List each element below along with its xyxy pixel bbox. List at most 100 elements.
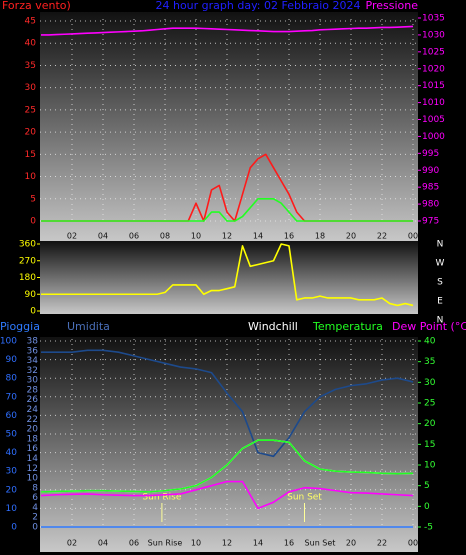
y3-tick-label: 14 xyxy=(27,454,39,464)
y3-tick-label: 32 xyxy=(27,366,38,376)
y3-tick-label: 28 xyxy=(27,385,39,395)
y-tick-label: 45 xyxy=(25,17,36,27)
y-tick-label: 180 xyxy=(19,273,36,283)
y2-tick-label: -5 xyxy=(424,523,433,533)
y2-tick-label: 1005 xyxy=(422,115,445,125)
y-tick-label: 70 xyxy=(6,392,18,402)
x-tick-label: 02 xyxy=(67,232,77,241)
series-line xyxy=(41,243,414,307)
x-tick-label: 22 xyxy=(377,232,387,241)
x-tick-label: 12 xyxy=(222,539,232,548)
x-tick-label: 04 xyxy=(98,539,108,548)
x-tick-label: Sun Rise xyxy=(148,539,183,548)
x-tick-label: 16 xyxy=(284,539,294,548)
legend-humidity: Umidita xyxy=(67,320,110,333)
series-line xyxy=(40,480,414,510)
y-tick-label: 20 xyxy=(25,128,37,138)
compass-label: N xyxy=(437,240,444,250)
series-line xyxy=(41,25,414,36)
y3-tick-label: 12 xyxy=(27,464,38,474)
panel-wind-bg xyxy=(40,12,418,242)
y-tick-label: 20 xyxy=(6,485,18,495)
x-tick-label: 00 xyxy=(408,539,418,548)
y3-tick-label: 6 xyxy=(32,493,38,503)
y2-tick-label: 35 xyxy=(424,357,435,367)
y-tick-label: 25 xyxy=(25,105,36,115)
y3-tick-label: 2 xyxy=(32,513,38,523)
series-line xyxy=(41,349,414,458)
legend-rain: Pioggia xyxy=(0,320,40,333)
y2-tick-label: 30 xyxy=(424,378,436,388)
x-tick-label: 02 xyxy=(67,539,77,548)
y3-tick-label: 38 xyxy=(27,337,39,347)
y3-tick-label: 8 xyxy=(32,483,38,493)
series-line xyxy=(40,439,414,493)
annotation: Sun Rise xyxy=(142,493,181,503)
y-tick-label: 50 xyxy=(6,430,18,440)
y2-tick-label: 15 xyxy=(424,440,435,450)
y3-tick-label: 4 xyxy=(32,503,38,513)
compass-label: S xyxy=(437,278,443,288)
y-tick-label: 360 xyxy=(19,240,36,250)
y-tick-label: 35 xyxy=(25,61,36,71)
legend-temperature: Temperatura xyxy=(312,320,383,333)
legend-dewpoint: Dew Point (°C) xyxy=(392,320,466,333)
y3-tick-label: 30 xyxy=(27,376,39,386)
y3-tick-label: 24 xyxy=(27,405,39,415)
series-line xyxy=(41,197,413,222)
y2-tick-label: 20 xyxy=(424,419,436,429)
x-tick-label: 18 xyxy=(315,232,325,241)
y3-tick-label: 36 xyxy=(27,346,39,356)
y-tick-label: 90 xyxy=(25,290,37,300)
y2-tick-label: 980 xyxy=(422,200,439,210)
y2-tick-label: 990 xyxy=(422,166,439,176)
x-tick-label: 06 xyxy=(129,232,139,241)
y3-tick-label: 10 xyxy=(27,474,39,484)
y2-tick-label: 5 xyxy=(424,481,430,491)
compass-label: W xyxy=(436,259,445,269)
y2-tick-label: 0 xyxy=(424,502,430,512)
y-tick-label: 100 xyxy=(0,337,17,347)
y3-tick-label: 18 xyxy=(27,434,39,444)
y3-tick-label: 0 xyxy=(32,523,38,533)
x-tick-label: 14 xyxy=(253,232,263,241)
y-tick-label: 60 xyxy=(6,411,18,421)
y2-tick-label: 1035 xyxy=(422,14,445,24)
y-tick-label: 0 xyxy=(11,523,17,533)
compass-label: E xyxy=(437,297,443,307)
y-tick-label: 30 xyxy=(6,467,18,477)
y3-tick-label: 26 xyxy=(27,395,39,405)
x-tick-label: 10 xyxy=(191,232,201,241)
wind-axis-title: Forza vento) xyxy=(2,0,71,12)
y2-tick-label: 995 xyxy=(422,149,439,159)
x-tick-label: 14 xyxy=(253,539,263,548)
y-tick-label: 5 xyxy=(30,194,36,204)
y3-tick-label: 16 xyxy=(27,444,39,454)
y2-tick-label: 1010 xyxy=(422,98,445,108)
x-tick-label: 20 xyxy=(346,232,356,241)
y-tick-label: 40 xyxy=(25,39,37,49)
y2-tick-label: 10 xyxy=(424,461,436,471)
panel-direction-bg xyxy=(40,241,418,314)
y2-tick-label: 1030 xyxy=(422,30,445,40)
y-tick-label: 270 xyxy=(19,256,36,266)
y2-tick-label: 1000 xyxy=(422,132,445,142)
y-tick-label: 10 xyxy=(6,504,18,514)
x-tick-label: 12 xyxy=(222,232,232,241)
y2-tick-label: 1025 xyxy=(422,47,445,57)
y2-tick-label: 985 xyxy=(422,183,439,193)
y-tick-label: 80 xyxy=(6,374,18,384)
y-tick-label: 0 xyxy=(30,217,36,227)
x-tick-label: 10 xyxy=(191,539,201,548)
y-tick-label: 15 xyxy=(25,150,36,160)
compass-label: N xyxy=(437,316,444,326)
x-tick-label: 04 xyxy=(98,232,108,241)
x-tick-label: Sun Set xyxy=(305,539,336,548)
x-tick-label: 20 xyxy=(346,539,356,548)
y3-tick-label: 20 xyxy=(27,425,39,435)
legend-pressure: Pressione xyxy=(366,0,419,12)
annotation: Sun Set xyxy=(287,493,322,503)
y-tick-label: 0 xyxy=(30,307,36,317)
y-tick-label: 10 xyxy=(25,172,37,182)
panel-temp-bg xyxy=(40,337,418,552)
